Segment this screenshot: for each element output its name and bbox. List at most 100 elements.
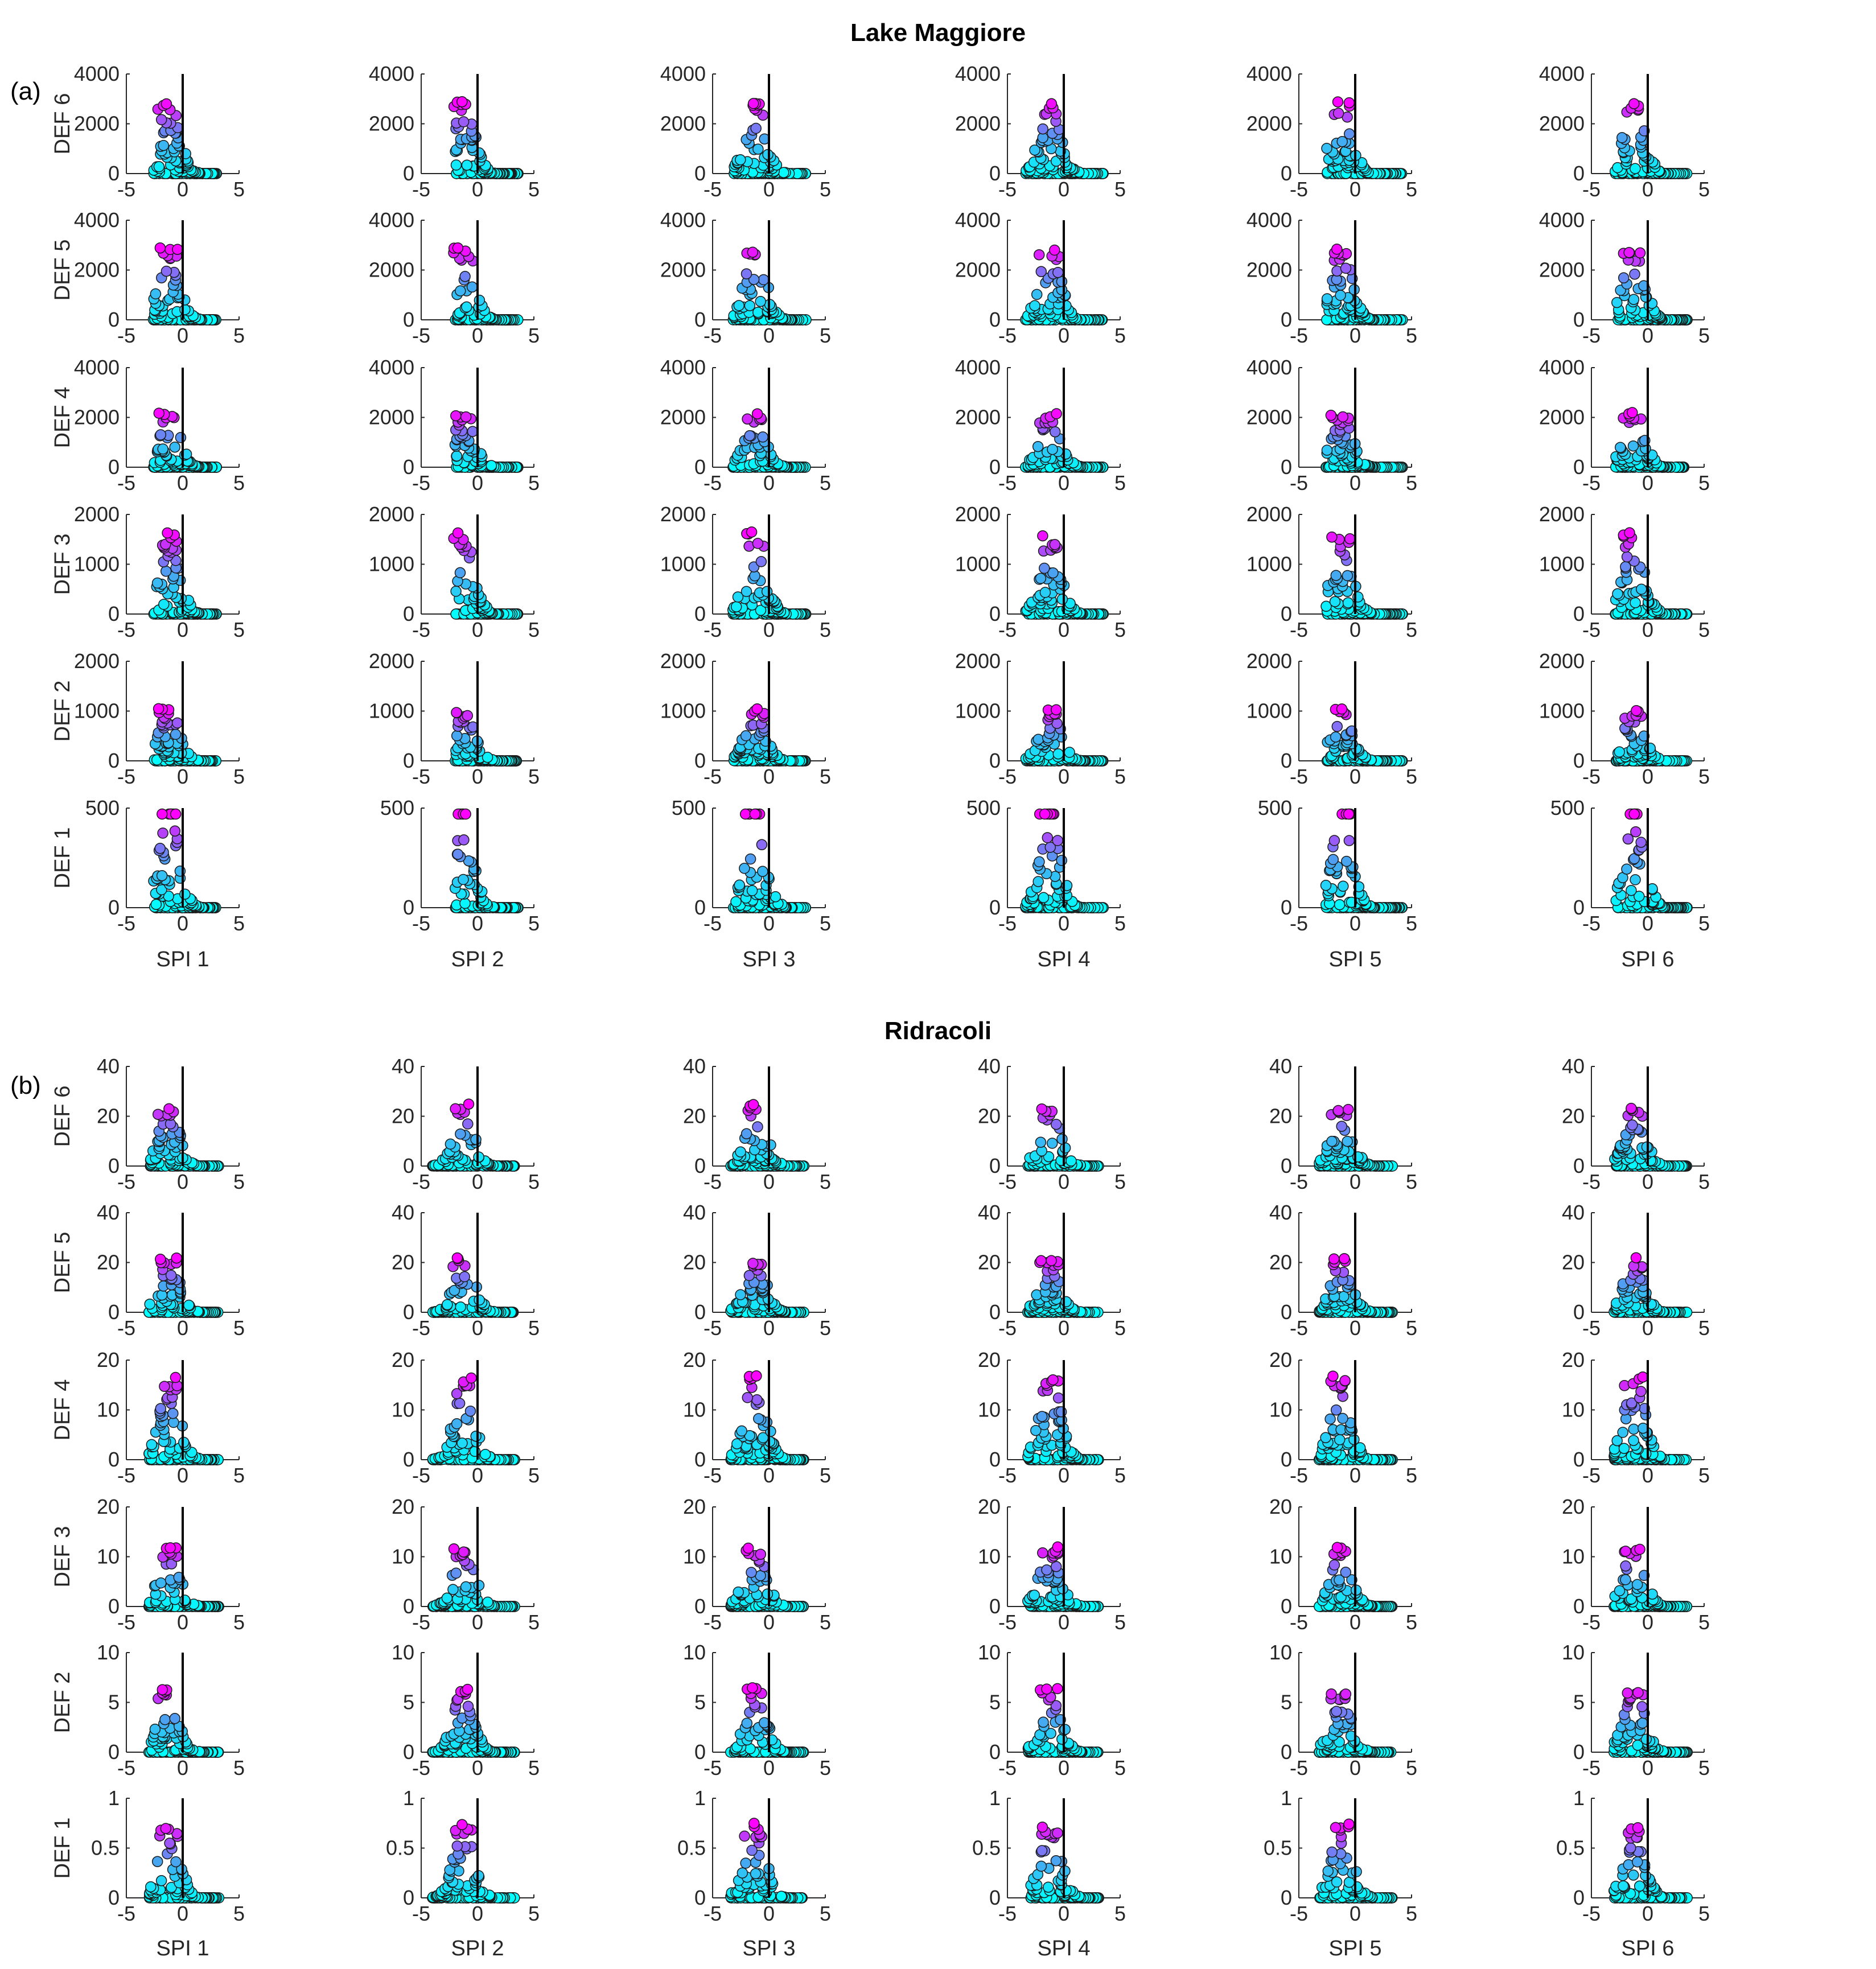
y-tick-label: 1000 [660, 553, 706, 576]
scatter-point [459, 271, 471, 282]
scatter-point [1630, 163, 1641, 174]
x-tick-label: 0 [763, 471, 775, 495]
y-tick-label: 4000 [74, 356, 120, 379]
scatter-point [1321, 444, 1333, 456]
scatter-point [162, 527, 173, 539]
scatter-point [1051, 408, 1062, 419]
x-tick-label: 0 [1350, 178, 1361, 201]
scatter-point [1627, 440, 1639, 452]
scatter-point [1618, 272, 1630, 284]
x-tick-label: -5 [412, 471, 430, 495]
x-tick-label: -5 [704, 471, 722, 495]
scatter-point [735, 154, 746, 166]
x-tick-label: 0 [177, 324, 188, 347]
scatter-point [1039, 587, 1051, 598]
x-tick-label: 5 [1406, 178, 1417, 201]
scatter-point [740, 730, 752, 742]
scatter-point [1049, 244, 1060, 256]
y-tick-label: 2000 [369, 258, 414, 282]
scatter-point [1330, 570, 1342, 581]
x-tick-label: 0 [763, 618, 775, 641]
scatter-point [740, 586, 752, 598]
scatter-point [1325, 410, 1337, 421]
y-tick-label: 1000 [1246, 553, 1292, 576]
x-tick-label: 0 [472, 178, 483, 201]
scatter-point [170, 728, 182, 740]
x-tick-label: 5 [820, 471, 831, 495]
scatter-point [1627, 407, 1638, 418]
x-tick-label: 5 [1406, 471, 1417, 495]
y-tick-label: 2000 [1539, 406, 1585, 429]
y-tick-label: 2000 [74, 258, 120, 282]
x-tick-label: -5 [117, 324, 135, 347]
y-tick-label: 1000 [369, 699, 414, 723]
x-tick-label: -5 [1582, 765, 1601, 788]
scatter-point [1623, 246, 1635, 258]
y-tick-label: 4000 [660, 356, 706, 379]
x-tick-label: 0 [1350, 471, 1361, 495]
scatter-point [155, 114, 167, 126]
scatter-point [169, 441, 180, 453]
y-tick-label: 2000 [955, 502, 1001, 526]
scatter-point [751, 703, 763, 715]
y-tick-label: 2000 [74, 406, 120, 429]
scatter-point [752, 538, 764, 549]
scatter-point [171, 717, 183, 729]
scatter-point [740, 268, 752, 279]
scatter-point [1340, 262, 1352, 274]
x-tick-label: 5 [1406, 618, 1417, 641]
scatter-point [1332, 96, 1344, 108]
scatter-point [1634, 247, 1646, 259]
y-tick-label: 2000 [1539, 112, 1585, 135]
scatter-point [153, 161, 165, 172]
scatter-point [1037, 530, 1048, 542]
scatter-point [744, 430, 755, 442]
x-tick-label: -5 [1290, 471, 1308, 495]
y-tick-label: 2000 [1539, 649, 1585, 673]
y-tick-label: 4000 [1539, 208, 1585, 232]
x-tick-label: 5 [528, 178, 540, 201]
y-tick-label: 2000 [1539, 502, 1585, 526]
scatter-point [158, 139, 170, 151]
x-tick-label: 5 [1114, 765, 1126, 788]
y-tick-label: 2000 [660, 112, 706, 135]
scatter-point [462, 710, 474, 722]
y-tick-label: 2000 [369, 112, 414, 135]
x-tick-label: 5 [528, 471, 540, 495]
scatter-point [1628, 294, 1640, 305]
x-tick-label: 0 [763, 324, 775, 347]
x-tick-label: 5 [1114, 178, 1126, 201]
scatter-point [1052, 748, 1064, 760]
y-tick-label: 4000 [369, 62, 414, 85]
y-tick-label: 4000 [74, 208, 120, 232]
y-tick-label: 2000 [369, 502, 414, 526]
x-tick-label: 5 [820, 178, 831, 201]
scatter-point [755, 295, 766, 307]
x-tick-label: 5 [1698, 765, 1710, 788]
scatter-point [451, 450, 463, 462]
x-tick-label: -5 [1290, 765, 1308, 788]
x-tick-label: 0 [1058, 324, 1069, 347]
x-tick-label: 0 [177, 618, 188, 641]
y-axis-label: DEF 6 [51, 93, 75, 155]
scatter-point [150, 288, 162, 300]
scatter-point [1331, 720, 1343, 732]
scatter-point [1615, 442, 1626, 453]
scatter-point [742, 413, 753, 425]
scatter-point [466, 281, 478, 293]
y-tick-label: 2000 [660, 258, 706, 282]
x-tick-label: -5 [1290, 324, 1308, 347]
scatter-point [450, 586, 462, 597]
x-tick-label: -5 [1582, 178, 1601, 201]
x-tick-label: 0 [472, 618, 483, 641]
y-tick-label: 2000 [660, 406, 706, 429]
y-tick-label: 2000 [1539, 258, 1585, 282]
y-tick-label: 4000 [1539, 62, 1585, 85]
y-tick-label: 4000 [955, 356, 1001, 379]
scatter-point [151, 577, 163, 589]
x-tick-label: 5 [1114, 618, 1126, 641]
y-tick-label: 1000 [1539, 699, 1585, 723]
scatter-point [1332, 108, 1344, 119]
x-tick-label: 5 [820, 765, 831, 788]
y-tick-label: 4000 [1246, 356, 1292, 379]
